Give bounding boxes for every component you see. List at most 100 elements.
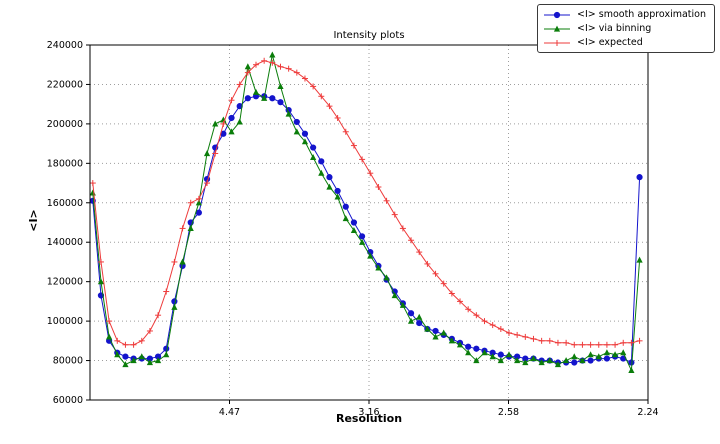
- triangle-marker: [432, 333, 439, 340]
- legend-item: <I> via binning: [542, 22, 706, 35]
- triangle-marker: [636, 256, 643, 263]
- plus-marker: [269, 59, 276, 66]
- circle-marker: [326, 174, 333, 181]
- triangle-marker: [375, 264, 382, 271]
- circle-marker: [432, 327, 439, 335]
- triangle-marker: [514, 357, 521, 364]
- triangle-marker: [228, 128, 235, 135]
- triangle-marker: [269, 51, 276, 58]
- plus-marker: [171, 258, 178, 265]
- triangle-marker: [538, 359, 545, 366]
- triangle-marker: [399, 301, 406, 308]
- triangle-marker: [171, 303, 178, 310]
- circle-marker: [603, 355, 611, 362]
- circle-marker: [334, 187, 341, 195]
- triangle-marker: [163, 351, 170, 358]
- plus-marker: [195, 195, 202, 202]
- plus-marker: [89, 180, 96, 187]
- plus-marker: [310, 83, 317, 90]
- plus-marker: [326, 103, 333, 110]
- triangle-marker: [440, 329, 447, 336]
- circle-marker: [97, 292, 105, 299]
- plus-marker: [587, 341, 594, 348]
- triangle-marker: [367, 252, 374, 259]
- legend-sample-plus-icon: [544, 39, 571, 46]
- plus-marker: [538, 337, 545, 344]
- plus-marker: [432, 270, 439, 277]
- triangle-marker: [595, 353, 602, 360]
- plus-marker: [391, 211, 398, 218]
- legend-label: <I> expected: [577, 37, 643, 48]
- plus-marker: [457, 298, 464, 305]
- series-i-via-binning: [89, 51, 643, 374]
- plus-marker: [114, 337, 121, 344]
- legend-sample-marker: [554, 39, 561, 46]
- circle-marker: [310, 144, 317, 151]
- triangle-marker: [505, 351, 513, 358]
- triangle-marker: [318, 169, 325, 176]
- triangle-marker: [620, 349, 627, 356]
- plus-marker: [163, 288, 170, 295]
- plus-marker: [130, 341, 137, 348]
- triangle-marker: [391, 292, 398, 299]
- triangle-marker: [497, 357, 504, 364]
- plus-marker: [383, 197, 390, 204]
- plus-marker: [342, 128, 349, 135]
- triangle-marker: [383, 274, 390, 281]
- triangle-marker: [285, 110, 292, 117]
- plot-border: [89, 44, 649, 401]
- x-tick-label: 2.58: [498, 407, 519, 418]
- plus-marker: [497, 326, 504, 332]
- circle-marker: [163, 345, 170, 352]
- circle-marker: [571, 359, 578, 366]
- triangle-marker: [473, 357, 480, 364]
- plus-marker: [473, 312, 480, 319]
- plus-marker: [571, 341, 578, 348]
- plus-marker: [636, 337, 643, 344]
- plus-marker: [187, 199, 194, 206]
- y-tick-label: 180000: [47, 158, 83, 169]
- plus-marker: [375, 184, 382, 190]
- y-axis-label: <I>: [26, 209, 40, 232]
- triangle-marker: [334, 193, 341, 200]
- triangle-marker: [522, 359, 529, 366]
- circle-marker: [277, 99, 284, 106]
- triangle-marker: [554, 361, 562, 368]
- plus-marker: [301, 75, 308, 82]
- plus-marker: [253, 61, 260, 68]
- y-tick-label: 160000: [47, 198, 83, 209]
- y-tick-label: 140000: [47, 237, 83, 248]
- plus-marker: [359, 156, 366, 163]
- plus-marker: [122, 341, 129, 348]
- triangle-marker: [187, 225, 194, 232]
- circle-marker: [473, 345, 480, 352]
- y-tick-label: 60000: [53, 395, 83, 406]
- plus-marker: [204, 180, 211, 187]
- circle-marker: [465, 343, 472, 350]
- circle-marker: [122, 353, 129, 360]
- x-tick-label: 4.47: [219, 407, 240, 418]
- triangle-marker: [97, 278, 105, 285]
- triangle-marker: [416, 313, 423, 320]
- triangle-marker: [611, 351, 619, 358]
- circle-marker: [636, 174, 643, 181]
- triangle-marker: [122, 361, 129, 368]
- plus-marker: [612, 341, 619, 348]
- circle-marker: [269, 95, 276, 102]
- plus-marker: [244, 69, 251, 76]
- triangle-marker: [252, 88, 260, 95]
- x-axis-label: Resolution: [335, 412, 403, 425]
- plus-marker: [261, 57, 268, 64]
- x-tick-label: 3.16: [358, 407, 379, 418]
- triangle-marker: [350, 226, 358, 233]
- triangle-marker: [424, 325, 431, 332]
- circle-marker: [195, 209, 202, 216]
- triangle-marker: [301, 138, 309, 145]
- plus-marker: [448, 290, 455, 297]
- plus-marker: [212, 150, 219, 157]
- triangle-marker: [195, 199, 202, 206]
- plus-marker: [408, 237, 415, 244]
- plus-marker: [465, 306, 472, 313]
- legend-sample-marker: [553, 11, 561, 18]
